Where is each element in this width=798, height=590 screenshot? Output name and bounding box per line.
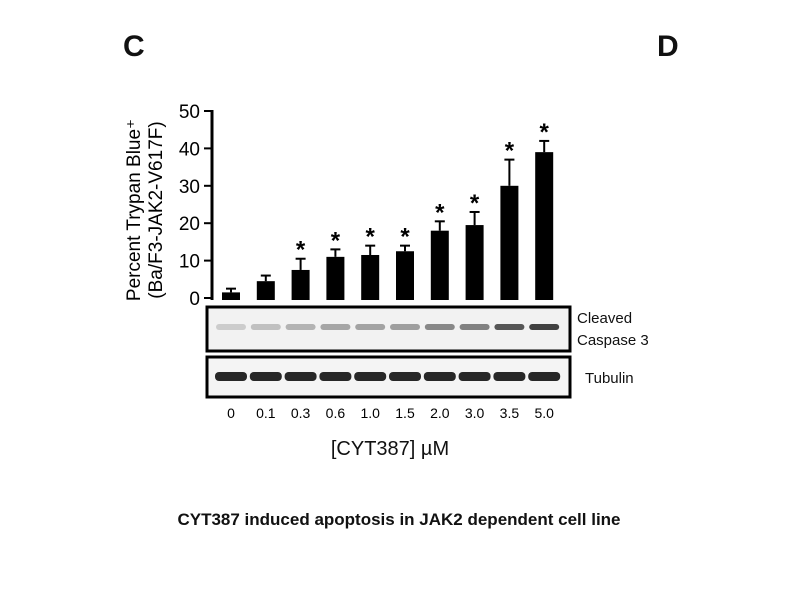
tubulin-band [319, 372, 352, 381]
tubulin-band [215, 372, 247, 381]
significance-star: * [505, 138, 515, 165]
figure-caption: CYT387 induced apoptosis in JAK2 depende… [177, 510, 621, 529]
bar [500, 185, 519, 300]
significance-star: * [331, 227, 341, 254]
caspase-band [390, 324, 420, 330]
x-tick-label: 2.0 [430, 405, 450, 421]
tubulin-band [249, 372, 282, 381]
tubulin-band [389, 372, 421, 381]
cleaved-caspase-label-line1: Cleaved [577, 310, 633, 327]
y-tick-label: 50 [179, 102, 200, 123]
y-tick-label: 20 [179, 214, 200, 235]
x-axis-label: [CYT387] µM [330, 438, 450, 460]
caspase-band [494, 324, 525, 330]
caspase-band [529, 324, 560, 330]
x-tick-label: 3.5 [500, 405, 520, 421]
significance-star: * [540, 119, 550, 146]
caspase-band [285, 324, 316, 330]
y-axis-label-line2: (Ba/F3-JAK2-V617F) [146, 121, 167, 298]
bar [430, 230, 449, 300]
caspase-band [355, 324, 386, 330]
bar [326, 256, 345, 300]
bar [465, 225, 484, 300]
x-tick-label: 1.5 [395, 405, 415, 421]
significance-star: * [296, 237, 306, 264]
caspase-band [216, 324, 246, 330]
significance-star: * [400, 224, 410, 251]
bar [396, 251, 414, 300]
significance-star: * [366, 224, 376, 251]
x-tick-label: 0 [227, 405, 235, 421]
caspase-band [424, 324, 455, 330]
bar [361, 254, 380, 300]
caspase-band [459, 324, 490, 330]
tubulin-band [284, 372, 317, 381]
y-axis-label-line1: Percent Trypan Blue⁺ [124, 119, 145, 301]
significance-star: * [435, 199, 445, 226]
tubulin-band [354, 372, 387, 381]
x-tick-label: 0.3 [291, 405, 311, 421]
cleaved-caspase-label-line2: Caspase 3 [577, 332, 649, 349]
caspase-band [250, 324, 281, 330]
panel-letter-c: C [123, 30, 145, 63]
x-tick-label: 5.0 [534, 405, 554, 421]
tubulin-band [528, 372, 561, 381]
significance-star: * [470, 190, 480, 217]
caspase-band [320, 324, 351, 330]
x-tick-label: 0.1 [256, 405, 276, 421]
bar [291, 269, 310, 300]
y-tick-label: 0 [189, 289, 200, 310]
cleaved-caspase-label: Cleaved Caspase 3 [577, 308, 649, 352]
tubulin-band [458, 372, 491, 381]
panel-letter-d: D [657, 30, 679, 63]
x-tick-label: 3.0 [465, 405, 485, 421]
x-tick-label: 0.6 [326, 405, 346, 421]
tubulin-band [493, 372, 526, 381]
y-tick-label: 10 [179, 252, 200, 273]
tubulin-label: Tubulin [585, 370, 634, 387]
bar [535, 152, 554, 300]
y-tick-label: 40 [179, 139, 200, 160]
y-tick-label: 30 [179, 177, 200, 198]
x-tick-label: 1.0 [360, 405, 380, 421]
bar [222, 292, 240, 300]
bar [256, 281, 275, 300]
tubulin-band [423, 372, 456, 381]
